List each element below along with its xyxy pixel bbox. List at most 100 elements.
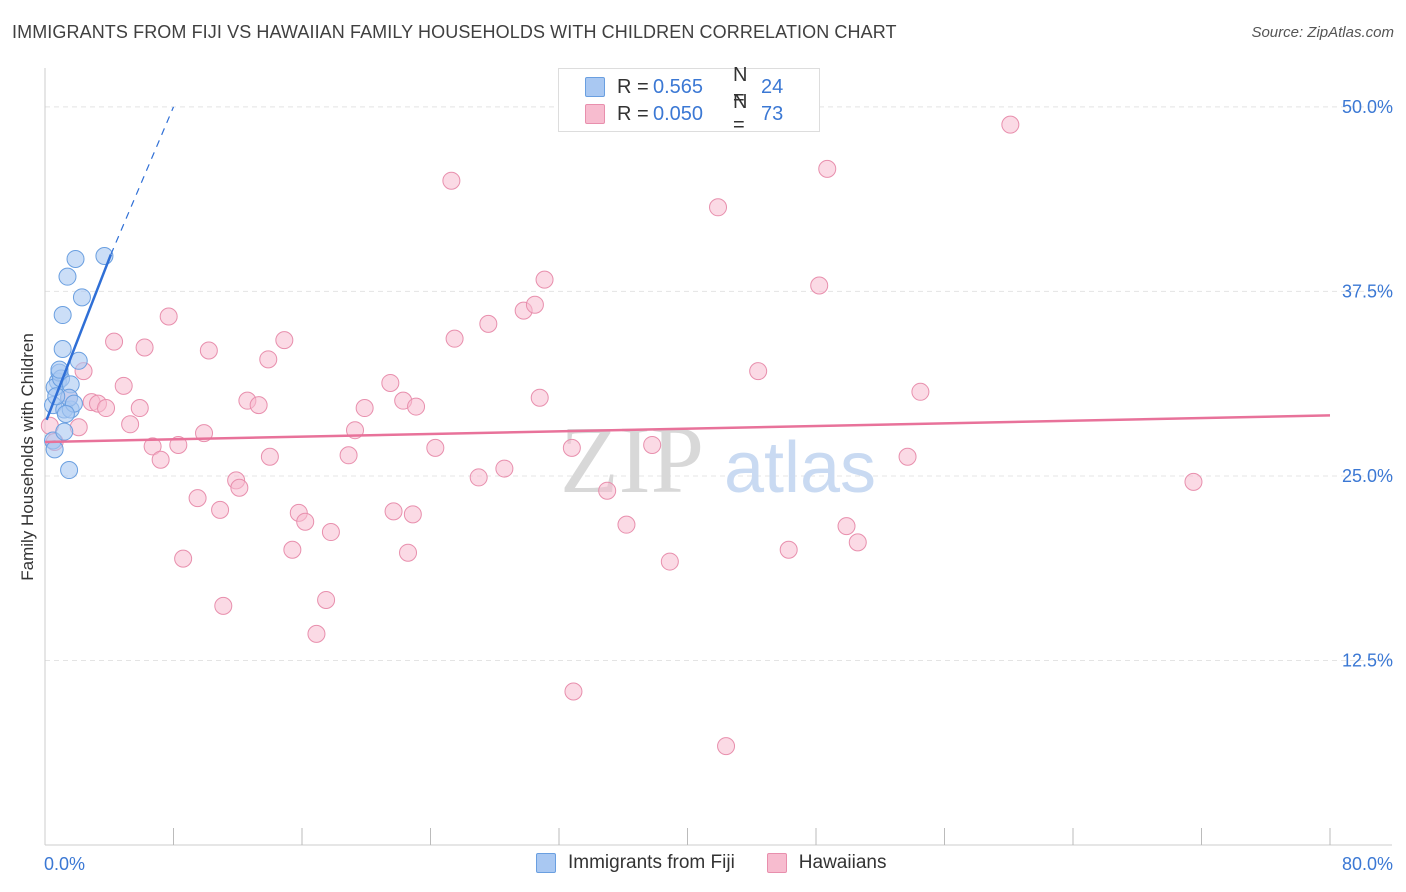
hawaiian-point bbox=[442, 171, 461, 190]
hawaiian-point bbox=[535, 270, 554, 289]
hawaiian-point bbox=[283, 540, 302, 559]
hawaiian-point bbox=[169, 435, 188, 454]
hawaiian-point bbox=[810, 276, 829, 295]
hawaiian-point bbox=[211, 500, 230, 519]
series-label-hawaiians: Hawaiians bbox=[798, 852, 887, 873]
hawaiian-point bbox=[97, 399, 116, 418]
gridlines bbox=[45, 106, 1392, 661]
tick-labels: 12.5% 25.0% 37.5% 50.0% 0.0% 80.0% bbox=[44, 97, 1393, 874]
hawaiian-point bbox=[530, 388, 549, 407]
watermark-zip: ZIP bbox=[560, 406, 704, 513]
series-legend-hawaiians: Hawaiians bbox=[766, 852, 887, 874]
fiji-point bbox=[53, 340, 72, 358]
fiji-trend-line bbox=[45, 254, 113, 421]
series-legend: Immigrants from Fiji Hawaiians bbox=[536, 852, 918, 874]
x-tick-label-min: 0.0% bbox=[44, 854, 85, 874]
fiji-point bbox=[55, 422, 74, 441]
hawaiian-point bbox=[837, 517, 856, 536]
axes bbox=[44, 68, 1392, 846]
hawaiian-point bbox=[114, 376, 133, 395]
hawaiian-point bbox=[562, 438, 581, 457]
hawaiian-point bbox=[643, 435, 662, 454]
legend-r-value: 0.050 bbox=[653, 102, 704, 125]
hawaiian-point bbox=[381, 373, 400, 392]
correlation-legend: R = 0.565 N = 24 R = 0.050 N = 73 bbox=[558, 64, 820, 136]
hawaiian-point bbox=[249, 396, 268, 415]
y-axis-label: Family Households with Children bbox=[18, 333, 37, 581]
chart-title: IMMIGRANTS FROM FIJI VS HAWAIIAN FAMILY … bbox=[12, 22, 897, 42]
hawaiian-point bbox=[1184, 472, 1203, 491]
hawaiian-point bbox=[321, 523, 340, 542]
hawaiian-point bbox=[479, 314, 498, 333]
fiji-point bbox=[58, 267, 77, 286]
hawaiian-point bbox=[296, 512, 315, 531]
hawaiian-point bbox=[525, 295, 544, 314]
series-label-fiji: Immigrants from Fiji bbox=[568, 852, 735, 873]
hawaiian-point bbox=[709, 198, 728, 217]
legend-n-value: 24 bbox=[761, 75, 784, 98]
series-swatch-fiji bbox=[536, 853, 556, 873]
hawaiian-point bbox=[121, 415, 140, 434]
hawaiian-point bbox=[598, 481, 617, 500]
hawaiian-point bbox=[384, 502, 403, 521]
hawaiian-point bbox=[188, 489, 207, 508]
fiji-point bbox=[72, 288, 91, 307]
legend-row-fiji: R = 0.565 N = 24 bbox=[585, 64, 784, 109]
hawaiian-point bbox=[317, 590, 336, 609]
hawaiian-point bbox=[911, 382, 930, 401]
x-tick-label-max: 80.0% bbox=[1342, 854, 1393, 874]
legend-swatch-fiji bbox=[585, 77, 605, 97]
source-label: Source: ZipAtlas.com bbox=[1251, 24, 1394, 41]
legend-r-label: R = bbox=[617, 102, 649, 125]
fiji-point bbox=[56, 404, 75, 423]
hawaiian-point bbox=[275, 331, 294, 350]
hawaiian-point bbox=[426, 438, 445, 457]
hawaiian-point bbox=[355, 399, 374, 418]
fiji-point bbox=[53, 306, 72, 325]
hawaiians-trend-line bbox=[44, 414, 1331, 444]
hawaiian-point bbox=[749, 362, 768, 381]
hawaiian-point bbox=[1001, 115, 1020, 134]
hawaiian-point bbox=[660, 552, 679, 571]
hawaiian-point bbox=[403, 505, 422, 524]
hawaiian-point bbox=[495, 459, 514, 478]
legend-n-value: 73 bbox=[761, 102, 784, 125]
y-tick-label: 12.5% bbox=[1342, 650, 1393, 670]
fiji-point bbox=[45, 440, 64, 459]
hawaiian-point bbox=[848, 533, 867, 552]
hawaiian-point bbox=[135, 338, 154, 357]
hawaiian-point bbox=[260, 447, 279, 466]
hawaiians-points bbox=[40, 115, 1203, 756]
hawaiian-point bbox=[445, 329, 464, 348]
watermark-atlas: atlas bbox=[724, 428, 876, 508]
y-tick-label: 37.5% bbox=[1342, 281, 1393, 301]
fiji-point bbox=[66, 249, 85, 268]
legend-swatch-hawaiians bbox=[585, 104, 605, 124]
hawaiian-point bbox=[199, 341, 218, 360]
hawaiian-point bbox=[214, 596, 233, 615]
series-legend-fiji: Immigrants from Fiji bbox=[536, 852, 735, 874]
legend-row-hawaiians: R = 0.050 N = 73 bbox=[585, 91, 784, 136]
hawaiian-point bbox=[130, 399, 149, 418]
hawaiian-point bbox=[105, 332, 124, 351]
hawaiian-point bbox=[717, 737, 736, 756]
hawaiian-point bbox=[307, 624, 326, 643]
fiji-points bbox=[44, 247, 114, 480]
legend-r-label: R = bbox=[617, 75, 649, 98]
hawaiian-point bbox=[564, 682, 583, 701]
hawaiian-point bbox=[399, 543, 418, 562]
legend-n-label: N = bbox=[733, 64, 748, 109]
hawaiian-point bbox=[174, 549, 193, 568]
hawaiian-point bbox=[898, 447, 917, 466]
hawaiian-point bbox=[469, 468, 488, 487]
hawaiian-point bbox=[159, 307, 178, 326]
hawaiian-point bbox=[230, 478, 249, 497]
y-tick-label: 25.0% bbox=[1342, 466, 1393, 486]
legend-n-label: N = bbox=[733, 91, 748, 136]
hawaiian-point bbox=[779, 540, 798, 559]
hawaiian-point bbox=[143, 437, 162, 456]
legend-r-value: 0.565 bbox=[653, 75, 704, 98]
trend-lines bbox=[44, 106, 1331, 444]
series-swatch-hawaiians bbox=[766, 853, 787, 873]
